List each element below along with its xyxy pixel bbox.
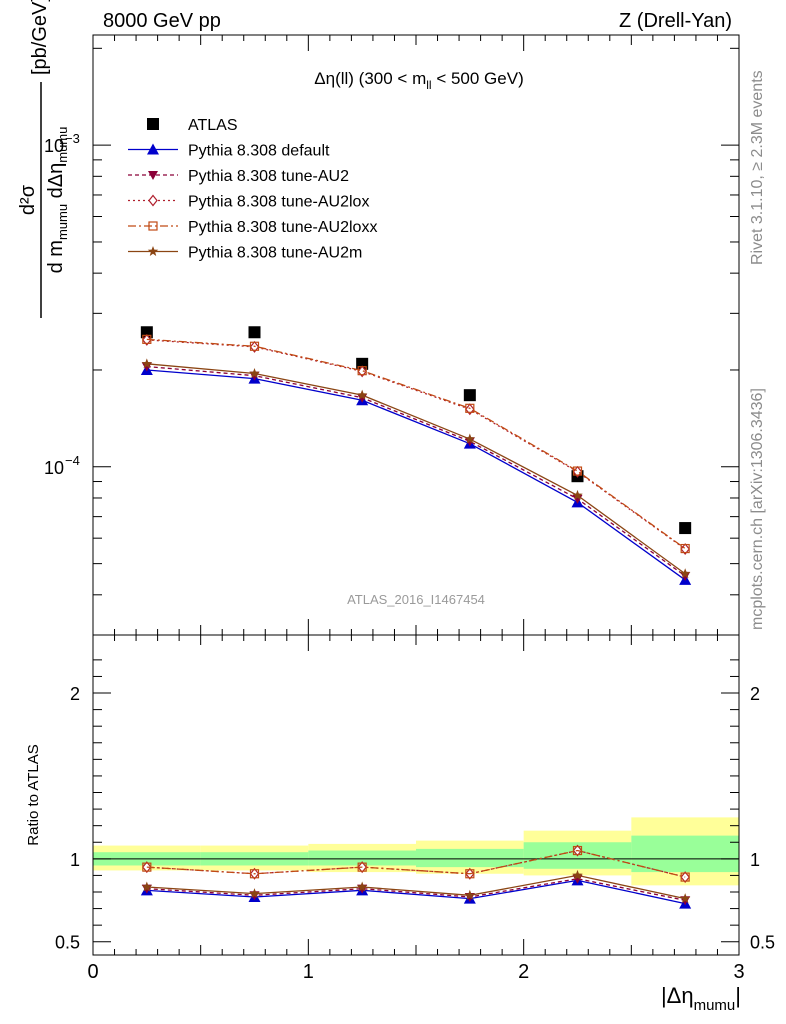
- pythia-8-308-tune-au2loxx-ratio-point: [142, 862, 152, 872]
- pythia-8-308-tune-au2-point: [141, 362, 152, 372]
- ratio-y-tick-label-right: 0.5: [750, 933, 775, 953]
- y-label-unit: [pb/GeV]: [29, 0, 51, 75]
- x-tick-label: 2: [518, 961, 529, 983]
- y-axis-label: d²σ d mmumu dΔηmumu [pb/GeV]: [17, 0, 70, 318]
- ratio-plot-frame: [92, 634, 740, 956]
- pythia-8-308-default-line: [146, 369, 686, 581]
- y-tick-label-exponent: −4: [65, 453, 80, 468]
- pythia-8-308-tune-au2lox-point: [680, 543, 690, 556]
- pythia-8-308-tune-au2m-point: [679, 568, 691, 579]
- ratio-y-tick-label-left: 2: [70, 684, 80, 704]
- ratio-y-tick-label-left: 1: [70, 850, 80, 870]
- mcplots-reference-label: mcplots.cern.ch [arXiv:1306.3436]: [749, 388, 766, 630]
- ratio-y-tick-labels: 0.5 0.5 1 1 2 2: [55, 684, 775, 953]
- pythia-8-308-tune-au2lox-line: [146, 339, 686, 550]
- main-series-group: [140, 326, 692, 585]
- pythia-8-308-default-ratio-line: [146, 879, 686, 905]
- pythia-8-308-tune-au2m-ratio-point: [679, 893, 691, 904]
- x-tick-label: 1: [303, 961, 314, 983]
- pythia-8-308-tune-au2loxx-point: [572, 466, 583, 476]
- x-axis-label: |Δηmumu|: [661, 983, 741, 1014]
- pythia-8-308-tune-au2m-point: [141, 358, 153, 369]
- pythia-8-308-tune-au2m-ratio-point: [249, 888, 260, 899]
- pythia-8-308-tune-au2m-point: [249, 368, 260, 378]
- pythia-8-308-tune-au2-point: [464, 437, 475, 447]
- pythia-8-308-tune-au2loxx-ratio-line: [146, 849, 686, 878]
- pythia-8-308-tune-au2loxx-ratio-point: [572, 845, 583, 856]
- y-tick-label-exponent: −3: [65, 131, 80, 146]
- legend-marker-pythia-8-308-tune-au2lox: [148, 194, 158, 207]
- pythia-8-308-tune-au2loxx-point: [357, 366, 367, 376]
- y-tick-label: 10: [44, 136, 64, 156]
- ratio-band-inner: [631, 835, 739, 873]
- ratio-y-tick-label-left: 0.5: [55, 933, 80, 953]
- ratio-series-group: [140, 844, 692, 909]
- header-left: 8000 GeV pp: [103, 10, 221, 32]
- ratio-y-axis-label: Ratio to ATLAS: [25, 744, 42, 845]
- pythia-8-308-tune-au2-ratio-point: [572, 874, 583, 884]
- pythia-8-308-tune-au2loxx-ratio-point: [465, 869, 475, 879]
- ratio-uncertainty-bands: [93, 817, 739, 886]
- ratio-y-tick-label-right: 2: [750, 684, 760, 704]
- legend-label-atlas: ATLAS: [188, 117, 238, 134]
- ratio-band-inner: [308, 850, 416, 866]
- pythia-8-308-tune-au2m-ratio-point: [572, 869, 583, 880]
- pythia-8-308-tune-au2m-ratio-point: [141, 881, 153, 892]
- legend-marker-atlas: [147, 118, 159, 130]
- legend-label-pythia-8-308-tune-au2m: Pythia 8.308 tune-AU2m: [188, 245, 362, 262]
- rivet-version-label: Rivet 3.1.10, ≥ 2.3M events: [749, 70, 766, 265]
- pythia-8-308-tune-au2loxx-ratio-point: [680, 872, 690, 882]
- pythia-8-308-tune-au2m-point: [464, 433, 476, 444]
- legend-label-pythia-8-308-default: Pythia 8.308 default: [188, 143, 330, 160]
- legend-label-pythia-8-308-tune-au2lox: Pythia 8.308 tune-AU2lox: [188, 194, 369, 211]
- x-tick-labels: 0 1 2 3: [87, 961, 744, 983]
- pythia-8-308-tune-au2loxx-ratio-point: [249, 869, 260, 879]
- x-tick-label: 3: [733, 961, 744, 983]
- plot-title: Δη(ll) (300 < mll < 500 GeV): [314, 69, 523, 92]
- ratio-band-inner: [416, 848, 524, 868]
- ratio-axis-ticks: [92, 635, 740, 955]
- atlas-point: [248, 326, 261, 339]
- y-label-numerator: d²σ: [17, 184, 39, 215]
- pythia-8-308-tune-au2m-point: [356, 389, 368, 400]
- header-right: Z (Drell-Yan): [619, 10, 732, 32]
- pythia-8-308-tune-au2loxx-point: [142, 334, 152, 344]
- pythia-8-308-tune-au2m-point: [572, 489, 583, 500]
- legend-marker-pythia-8-308-default: [147, 143, 159, 155]
- atlas-point: [463, 389, 476, 402]
- atlas-point: [679, 522, 692, 535]
- ratio-y-tick-label-right: 1: [750, 850, 760, 870]
- x-tick-label: 0: [87, 961, 98, 983]
- pythia-8-308-tune-au2loxx-ratio-point: [357, 862, 367, 872]
- legend: ATLAS Pythia 8.308 default Pythia 8.308 tu…: [128, 117, 377, 262]
- pythia-8-308-tune-au2m-ratio-point: [356, 881, 368, 892]
- pythia-8-308-tune-au2m-line: [146, 363, 686, 575]
- main-plot-area: 10−310−4 ATLAS_2016_I1467454 ATLASPythia…: [44, 34, 740, 636]
- legend-marker-pythia-8-308-tune-au2: [148, 171, 158, 180]
- pythia-8-308-tune-au2-ratio-line: [146, 878, 686, 901]
- ratio-plot-area: 0.5 0.5 1 1 2 2 Ratio to ATLAS: [25, 634, 775, 956]
- pythia-8-308-tune-au2loxx-point: [465, 403, 475, 413]
- pythia-8-308-tune-au2-line: [146, 365, 686, 577]
- y-tick-label: 10: [44, 458, 64, 478]
- legend-label-pythia-8-308-tune-au2: Pythia 8.308 tune-AU2: [188, 168, 349, 185]
- y-label-denominator: d mmumu dΔηmumu: [45, 127, 70, 274]
- pythia-8-308-tune-au2m-ratio-point: [464, 889, 476, 900]
- pythia-8-308-tune-au2loxx-line: [146, 338, 686, 550]
- main-y-tick-labels: 10−310−4: [44, 131, 80, 478]
- pythia-8-308-tune-au2loxx-point: [249, 341, 260, 351]
- legend-label-pythia-8-308-tune-au2loxx: Pythia 8.308 tune-AU2loxx: [188, 219, 377, 236]
- analysis-watermark: ATLAS_2016_I1467454: [347, 592, 485, 607]
- pythia-8-308-tune-au2loxx-point: [680, 543, 690, 554]
- main-axis-ticks: [92, 35, 740, 636]
- legend-marker-pythia-8-308-tune-au2m: [147, 246, 159, 256]
- legend-marker-pythia-8-308-tune-au2loxx: [148, 221, 158, 231]
- pythia-8-308-tune-au2m-ratio-line: [146, 874, 686, 900]
